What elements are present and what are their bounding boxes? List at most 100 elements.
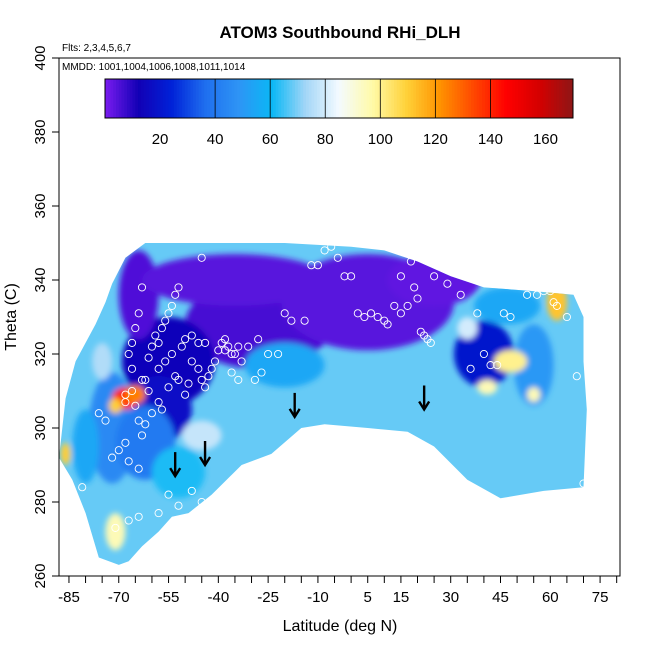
colorbar-tick-label: 40 xyxy=(207,131,224,148)
observation-point xyxy=(383,320,392,329)
observation-point xyxy=(187,486,196,495)
observation-point xyxy=(237,357,246,366)
observation-point xyxy=(124,457,133,466)
colorbar-swatch xyxy=(531,79,535,118)
colorbar-swatch xyxy=(215,79,219,118)
colorbar-swatch xyxy=(561,79,566,118)
observation-point xyxy=(127,364,137,373)
colorbar-swatch xyxy=(443,79,447,118)
colorbar-swatch xyxy=(129,79,134,118)
colorbar-swatch xyxy=(168,79,172,118)
x-tick-label: -70 xyxy=(108,589,130,606)
colorbar-swatch xyxy=(449,79,453,118)
x-tick-label: 30 xyxy=(442,589,459,606)
x-tick-label: -25 xyxy=(257,589,279,606)
colorbar-swatch xyxy=(347,79,351,118)
observation-point xyxy=(546,287,555,296)
x-tick-label: 60 xyxy=(542,589,559,606)
observation-point xyxy=(572,372,581,381)
observation-point xyxy=(499,309,508,318)
observation-point xyxy=(532,290,542,299)
y-tick-label: 260 xyxy=(32,563,49,588)
colorbar-swatch xyxy=(316,79,321,118)
colorbar-swatch xyxy=(517,79,522,118)
colorbar-swatch xyxy=(377,79,381,118)
observation-point xyxy=(552,301,561,310)
observation-point xyxy=(154,364,163,373)
observation-point xyxy=(78,483,87,492)
observation-point xyxy=(403,301,412,310)
colorbar-swatch xyxy=(289,79,293,118)
field-pocket xyxy=(493,350,528,373)
colorbar-swatch xyxy=(391,79,395,118)
observation-point xyxy=(287,316,296,325)
colorbar-swatch xyxy=(105,79,109,118)
observation-point xyxy=(141,420,150,429)
colorbar-swatch xyxy=(413,79,417,118)
observation-point xyxy=(360,312,369,322)
observation-point xyxy=(234,375,243,384)
field-pocket xyxy=(181,420,222,451)
colorbar-swatch xyxy=(465,79,469,118)
tropopause-arrows xyxy=(169,385,431,479)
colorbar-swatch xyxy=(407,79,412,118)
field-pocket xyxy=(477,379,498,395)
tropopause-arrow xyxy=(169,452,182,479)
colorbar-swatch xyxy=(261,79,266,118)
colorbar-swatch xyxy=(165,79,169,118)
colorbar-swatch xyxy=(198,79,202,118)
colorbar-swatch xyxy=(311,79,315,118)
x-tick-label: -10 xyxy=(307,589,329,606)
colorbar-swatch xyxy=(424,79,428,118)
observation-point xyxy=(94,409,103,418)
observation-point xyxy=(181,390,190,399)
colorbar-swatch xyxy=(515,79,519,118)
observation-point xyxy=(214,346,223,355)
colorbar-swatch xyxy=(476,79,480,118)
observation-point xyxy=(134,512,143,521)
observation-point xyxy=(144,353,153,362)
colorbar-swatch xyxy=(545,79,549,118)
observation-point xyxy=(137,431,147,440)
x-tick-label: 5 xyxy=(364,589,372,606)
colorbar-swatch xyxy=(553,79,557,118)
observation-point xyxy=(201,383,210,392)
colorbar-swatch xyxy=(523,79,527,118)
colorbar-swatch xyxy=(259,79,263,118)
observation-point xyxy=(177,342,186,351)
field-pocket xyxy=(244,342,325,388)
observation-point xyxy=(307,261,316,270)
colorbar-swatch xyxy=(220,79,224,118)
observation-point xyxy=(201,338,210,347)
observation-point xyxy=(194,364,203,373)
observation-point xyxy=(137,283,147,292)
colorbar-swatch xyxy=(286,79,290,118)
colorbar-swatch xyxy=(402,79,406,118)
observation-point xyxy=(147,409,156,418)
colorbar-swatch xyxy=(350,79,354,118)
colorbar-swatch xyxy=(149,79,153,118)
colorbar-swatch xyxy=(471,79,475,118)
x-tick-label: -85 xyxy=(58,589,80,606)
colorbar-swatch xyxy=(410,79,414,118)
observation-point xyxy=(147,342,156,351)
colorbar-swatch xyxy=(440,79,445,118)
colorbar-swatch xyxy=(399,79,403,118)
observation-point xyxy=(164,490,173,499)
observation-point xyxy=(406,257,415,266)
colorbar-swatch xyxy=(110,79,114,118)
colorbar-swatch xyxy=(372,79,376,118)
observation-point xyxy=(174,375,183,384)
colorbar-swatch xyxy=(140,79,145,118)
observation-point xyxy=(426,338,435,347)
observation-point xyxy=(333,253,342,262)
colorbar-swatch xyxy=(121,79,125,118)
x-tick-label: -40 xyxy=(207,589,229,606)
colorbar-tick-label: 120 xyxy=(423,131,448,148)
colorbar-swatch xyxy=(160,79,164,118)
dates-subtitle: MMDD: 1001,1004,1006,1008,1011,1014 xyxy=(62,62,246,73)
colorbar-tick-label: 60 xyxy=(262,131,279,148)
observation-point xyxy=(127,338,137,347)
colorbar-swatch xyxy=(212,79,216,118)
colorbar-swatch xyxy=(493,79,497,118)
